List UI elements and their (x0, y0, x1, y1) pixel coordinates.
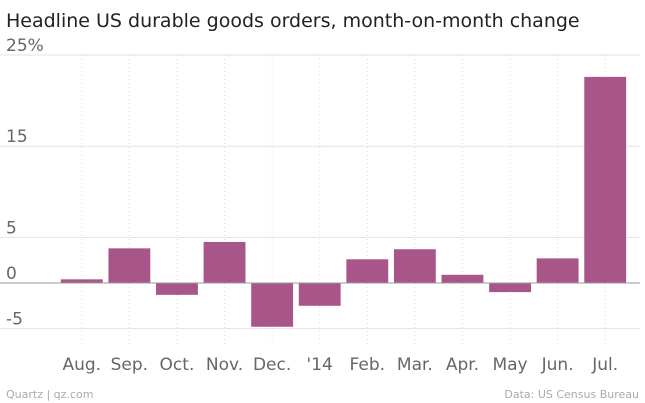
y-tick-label: 0 (6, 264, 17, 284)
x-tick-label: Jun. (541, 355, 574, 375)
y-tick-label: -5 (6, 310, 23, 330)
bar (251, 282, 294, 327)
y-tick-label: 15 (6, 127, 28, 147)
x-tick-label: Nov. (206, 355, 243, 375)
x-tick-label: Apr. (446, 355, 479, 375)
x-tick-label: Sep. (111, 355, 148, 375)
y-tick-label: 5 (6, 218, 17, 238)
x-tick-label: May (492, 355, 527, 375)
x-tick-label: Dec. (253, 355, 291, 375)
bar (441, 274, 484, 283)
bar (60, 279, 103, 283)
bar (346, 259, 389, 283)
credit: Quartz | qz.com (6, 388, 93, 401)
bar (489, 282, 531, 293)
bar (298, 282, 341, 306)
x-tick-label: Jul. (591, 355, 618, 375)
bar (156, 282, 198, 295)
x-tick-label: Mar. (397, 355, 433, 375)
x-tick-label: Aug. (62, 355, 101, 375)
bar (108, 248, 151, 283)
bar (203, 241, 246, 283)
y-tick-label: 25% (6, 36, 44, 56)
bar (536, 258, 579, 283)
source: Data: US Census Bureau (504, 388, 639, 401)
bar (393, 249, 436, 283)
x-tick-label: Oct. (160, 355, 195, 375)
bar (584, 76, 627, 283)
chart-title: Headline US durable goods orders, month-… (6, 10, 580, 32)
x-tick-label: '14 (307, 355, 333, 375)
x-tick-label: Feb. (350, 355, 386, 375)
